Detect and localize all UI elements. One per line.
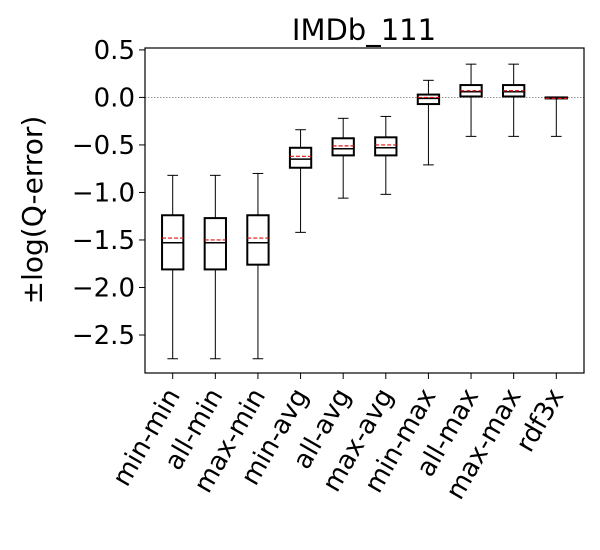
box-all-min bbox=[203, 174, 227, 360]
box-body bbox=[331, 137, 355, 157]
y-tick-label: −1.0 bbox=[72, 178, 135, 208]
y-tick-label: 0.0 bbox=[94, 83, 135, 113]
box-max-min bbox=[246, 172, 270, 360]
box-body bbox=[203, 217, 227, 271]
chart-title: IMDb_111 bbox=[292, 13, 436, 47]
box-min-avg bbox=[288, 129, 313, 233]
boxes-layer bbox=[161, 63, 568, 360]
box-max-avg bbox=[374, 115, 398, 195]
y-axis-title: ±log(Q-error) bbox=[16, 116, 49, 305]
box-all-max bbox=[459, 63, 483, 137]
box-all-avg bbox=[331, 117, 355, 199]
box-body bbox=[246, 214, 270, 266]
y-tick-label: −1.5 bbox=[72, 226, 135, 256]
box-min-min bbox=[161, 174, 185, 360]
x-axis-ticks: min-minall-minmax-minmin-avgall-avgmax-a… bbox=[107, 373, 570, 505]
box-body bbox=[416, 93, 441, 106]
box-min-max bbox=[416, 79, 441, 166]
y-tick-label: −2.0 bbox=[72, 273, 135, 303]
box-body bbox=[288, 146, 313, 169]
y-tick-label: −0.5 bbox=[72, 131, 135, 161]
box-body bbox=[374, 136, 398, 157]
y-axis-ticks: 0.5 0.0 −0.5 −1.0 −1.5 −2.0 −2.5 bbox=[72, 36, 145, 351]
y-tick-label: 0.5 bbox=[94, 36, 135, 66]
y-tick-label: −2.5 bbox=[72, 321, 135, 351]
box-rdf3x bbox=[544, 96, 568, 137]
plot-area-frame bbox=[144, 47, 585, 374]
box-max-max bbox=[502, 63, 526, 137]
